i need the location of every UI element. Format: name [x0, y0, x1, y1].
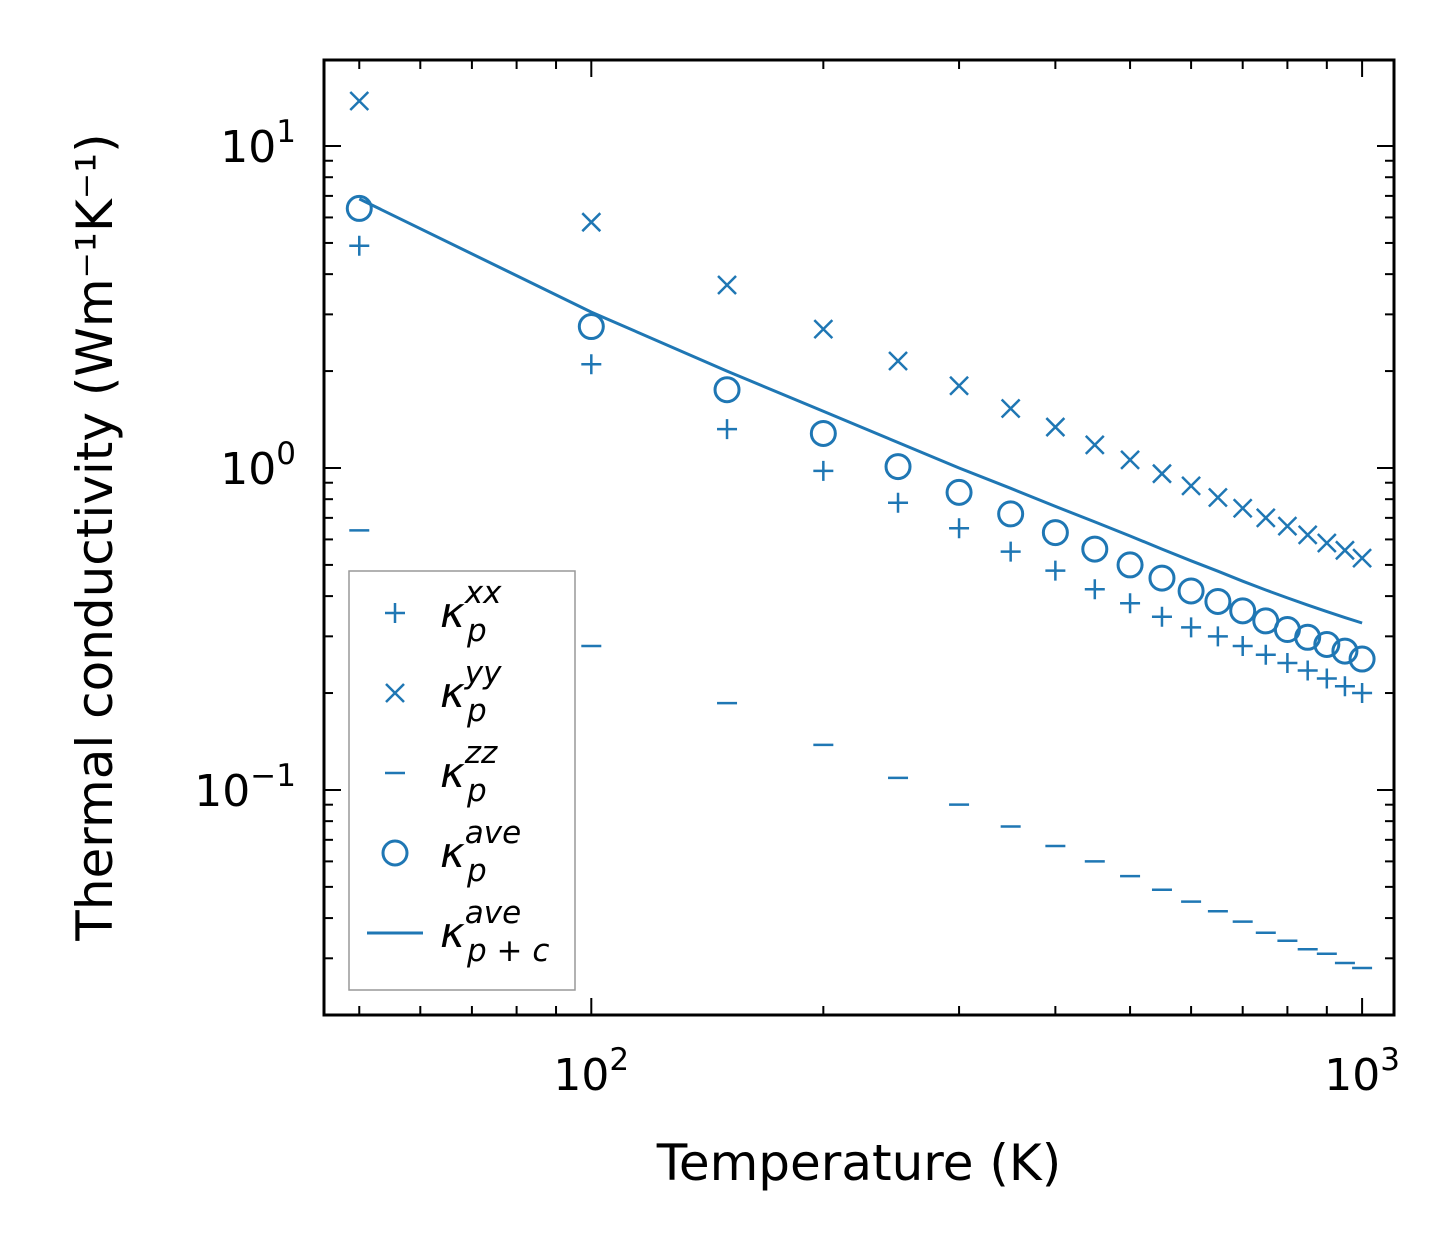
data-point-ave	[1294, 623, 1322, 651]
data-point-xx	[349, 235, 370, 256]
data-point-yy	[349, 91, 370, 111]
data-point-yy	[1208, 487, 1228, 508]
data-point-ave	[713, 376, 741, 404]
data-point-ave	[884, 453, 912, 481]
data-point-xx	[1045, 560, 1066, 581]
data-point-ave	[1177, 577, 1205, 605]
data-point-ave	[345, 194, 373, 222]
data-point-xx	[1316, 668, 1337, 689]
legend-marker-xx	[385, 603, 405, 623]
data-point-yy	[1045, 417, 1066, 437]
data-point-xx	[1297, 660, 1318, 681]
plot-frame	[322, 58, 1396, 1017]
legend-box	[348, 570, 576, 991]
data-point-ave	[997, 500, 1025, 528]
x-tick-label: 102	[553, 1042, 629, 1101]
legend-marker-ave	[381, 839, 409, 867]
data-point-yy	[1255, 507, 1276, 528]
data-point-ave	[1041, 519, 1069, 547]
data-point-yy	[1352, 548, 1372, 568]
data-point-yy	[1000, 398, 1021, 419]
data-point-xx	[1352, 683, 1373, 704]
data-point-ave	[1204, 587, 1232, 615]
x-axis-label: Temperature (K)	[656, 1134, 1061, 1192]
data-point-yy	[1316, 533, 1337, 553]
legend-label-ave: κave p	[440, 815, 521, 889]
data-point-ave	[1081, 535, 1109, 563]
data-point-ave	[945, 478, 973, 506]
data-point-xx	[717, 419, 738, 440]
data-point-xx	[1000, 541, 1021, 562]
data-point-yy	[581, 212, 602, 233]
data-point-ave	[1348, 645, 1376, 673]
data-point-yy	[1084, 434, 1105, 455]
data-point-xx	[1232, 635, 1253, 656]
data-point-xx	[1334, 676, 1355, 697]
y-tick-label: 101	[220, 114, 296, 173]
data-point-xx	[581, 354, 602, 375]
data-point-ave	[1313, 630, 1341, 658]
data-point-yy	[1277, 516, 1298, 536]
data-point-ave	[1148, 564, 1176, 592]
data-point-xx	[1084, 579, 1105, 600]
data-point-xx	[1181, 617, 1202, 638]
legend-label-xx: κxx p	[440, 575, 502, 649]
y-tick-label: 100	[220, 436, 296, 495]
data-point-yy	[1181, 475, 1201, 496]
data-point-yy	[813, 319, 834, 339]
y-axis-label: Thermal conductivity (Wm⁻¹K⁻¹)	[66, 133, 124, 941]
data-point-yy	[888, 351, 908, 371]
tick-labels: 102 103 10−1 100 101	[194, 114, 1400, 1101]
data-point-ave	[1331, 637, 1359, 665]
data-point-ave	[1229, 597, 1257, 625]
data-point-xx	[1277, 652, 1298, 673]
legend-label-zz: κzz p	[440, 735, 498, 809]
data-point-xx	[1120, 593, 1141, 614]
data-point-xx	[1255, 644, 1276, 665]
x-tick-label: 103	[1324, 1042, 1400, 1101]
legend-label-yy: κyy p	[440, 655, 502, 729]
series-line-p-plus-c-ave	[358, 197, 1363, 625]
data-point-ave	[577, 313, 605, 341]
data-point-ave	[809, 419, 837, 447]
data-point-xx	[1151, 606, 1172, 627]
data-point-xx	[1207, 626, 1228, 647]
data-point-xx	[888, 492, 909, 513]
data-point-yy	[1232, 498, 1253, 519]
y-tick-label: 10−1	[194, 758, 296, 817]
data-point-xx	[813, 460, 834, 481]
data-marks	[345, 91, 1376, 970]
data-point-ave	[1116, 551, 1144, 579]
data-point-yy	[717, 275, 737, 295]
data-point-yy	[1297, 524, 1318, 545]
legend-marker-yy	[385, 683, 405, 703]
data-point-yy	[1335, 540, 1355, 561]
data-point-yy	[949, 375, 969, 396]
data-point-yy	[1120, 449, 1140, 470]
data-point-xx	[949, 518, 970, 539]
legend-label-ave: κave p + c	[440, 895, 549, 969]
data-point-yy	[1152, 463, 1172, 484]
